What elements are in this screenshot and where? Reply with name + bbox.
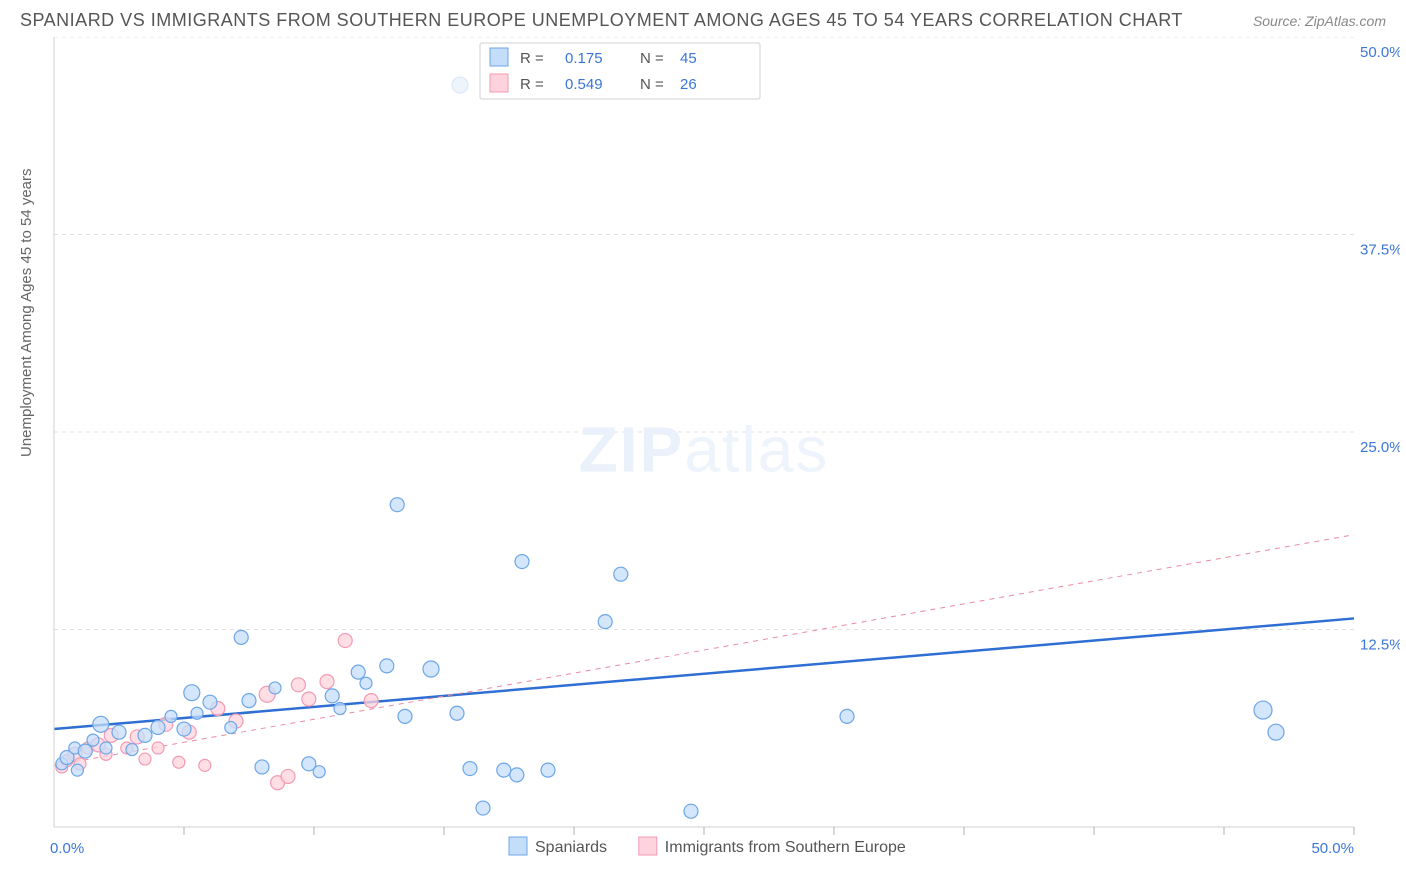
legend-n-value: 45 xyxy=(680,50,697,67)
data-point xyxy=(398,709,412,723)
data-point xyxy=(184,685,200,701)
data-point xyxy=(203,695,217,709)
data-point xyxy=(364,694,378,708)
data-point xyxy=(450,706,464,720)
legend-swatch xyxy=(490,74,508,92)
data-point xyxy=(510,768,524,782)
data-point xyxy=(325,689,339,703)
legend-n-value: 26 xyxy=(680,76,697,93)
data-point xyxy=(351,665,365,679)
data-point xyxy=(139,753,151,765)
data-point xyxy=(199,759,211,771)
x-end-label: 50.0% xyxy=(1311,840,1354,857)
data-point xyxy=(269,682,281,694)
data-point xyxy=(87,734,99,746)
x-origin-label: 0.0% xyxy=(50,840,84,857)
legend-r-label: R = xyxy=(520,76,544,93)
legend-n-label: N = xyxy=(640,76,664,93)
data-point xyxy=(281,769,295,783)
data-point xyxy=(390,498,404,512)
data-point xyxy=(173,756,185,768)
data-point xyxy=(1268,724,1284,740)
data-point xyxy=(313,766,325,778)
correlation-scatter-chart: 50.0% 37.5% 25.0% 12.5% ZIPatlas 0.0% 50.0% R =… xyxy=(40,37,1400,887)
chart-area: Unemployment Among Ages 45 to 54 years 5… xyxy=(40,37,1406,887)
legend-n-label: N = xyxy=(640,50,664,67)
data-point xyxy=(112,725,126,739)
data-point xyxy=(320,675,334,689)
watermark: ZIPatlas xyxy=(579,414,830,486)
data-point xyxy=(334,703,346,715)
legend-r-value: 0.175 xyxy=(565,50,603,67)
data-point xyxy=(242,694,256,708)
data-point xyxy=(234,630,248,644)
y-tick-label: 50.0% xyxy=(1360,44,1400,61)
data-point xyxy=(93,716,109,732)
series-swatch xyxy=(509,837,527,855)
legend-swatch xyxy=(490,48,508,66)
y-axis-label: Unemployment Among Ages 45 to 54 years xyxy=(18,168,35,457)
y-tick-label: 12.5% xyxy=(1360,637,1400,654)
legend-r-value: 0.549 xyxy=(565,76,603,93)
series-label: Spaniards xyxy=(535,839,607,856)
data-point xyxy=(291,678,305,692)
data-point xyxy=(515,555,529,569)
y-tick-label: 25.0% xyxy=(1360,439,1400,456)
data-point xyxy=(463,762,477,776)
data-point xyxy=(191,707,203,719)
data-point xyxy=(126,744,138,756)
series-swatch xyxy=(639,837,657,855)
data-point xyxy=(302,692,316,706)
chart-source: Source: ZipAtlas.com xyxy=(1253,13,1386,29)
series-label: Immigrants from Southern Europe xyxy=(665,839,906,856)
trend-line xyxy=(54,535,1354,766)
data-point xyxy=(78,744,92,758)
data-point xyxy=(100,742,112,754)
data-point xyxy=(177,722,191,736)
data-point xyxy=(71,764,83,776)
data-point xyxy=(360,677,372,689)
data-point xyxy=(1254,701,1272,719)
data-point xyxy=(476,801,490,815)
data-point xyxy=(225,721,237,733)
data-point xyxy=(684,804,698,818)
data-point xyxy=(598,615,612,629)
data-point xyxy=(541,763,555,777)
chart-title: SPANIARD VS IMMIGRANTS FROM SOUTHERN EUR… xyxy=(20,10,1183,31)
legend-r-label: R = xyxy=(520,50,544,67)
chart-header: SPANIARD VS IMMIGRANTS FROM SOUTHERN EUR… xyxy=(0,0,1406,37)
data-point xyxy=(423,661,439,677)
data-point xyxy=(151,720,165,734)
data-point xyxy=(152,742,164,754)
legend-decoration xyxy=(452,77,468,93)
data-point xyxy=(840,709,854,723)
trend-line xyxy=(54,618,1354,729)
data-point xyxy=(138,728,152,742)
data-point xyxy=(338,634,352,648)
data-point xyxy=(497,763,511,777)
data-point xyxy=(614,567,628,581)
data-point xyxy=(255,760,269,774)
data-point xyxy=(165,710,177,722)
data-point xyxy=(380,659,394,673)
y-tick-label: 37.5% xyxy=(1360,242,1400,259)
